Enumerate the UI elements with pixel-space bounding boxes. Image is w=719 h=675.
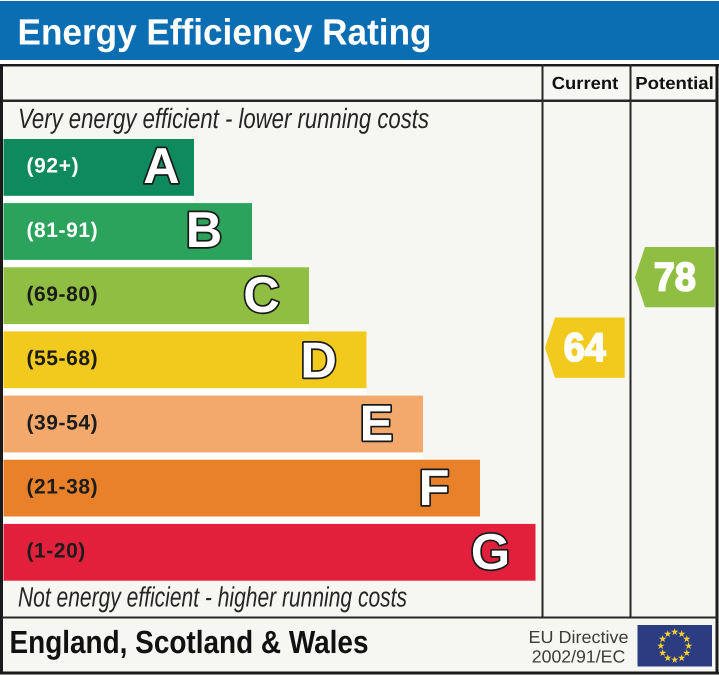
svg-text:Current: Current <box>552 73 619 93</box>
svg-text:G: G <box>471 523 510 580</box>
svg-text:78: 78 <box>654 256 696 300</box>
svg-text:(1-20): (1-20) <box>27 540 86 563</box>
svg-text:Not energy efficient - higher: Not energy efficient - higher running co… <box>18 582 407 613</box>
svg-text:F: F <box>419 459 450 516</box>
svg-text:Energy Efficiency Rating: Energy Efficiency Rating <box>18 11 432 52</box>
svg-text:Potential: Potential <box>635 73 714 93</box>
svg-text:England, Scotland & Wales: England, Scotland & Wales <box>10 624 369 660</box>
svg-text:C: C <box>243 266 279 323</box>
svg-text:64: 64 <box>564 326 607 370</box>
svg-text:(39-54): (39-54) <box>27 411 98 434</box>
svg-text:E: E <box>360 394 394 451</box>
svg-text:B: B <box>186 201 222 258</box>
svg-text:2002/91/EC: 2002/91/EC <box>532 646 626 666</box>
svg-text:(21-38): (21-38) <box>27 476 98 499</box>
svg-text:(92+): (92+) <box>27 155 79 178</box>
svg-text:D: D <box>300 331 336 388</box>
svg-text:Very energy efficient - lower: Very energy efficient - lower running co… <box>18 103 429 134</box>
svg-text:(55-68): (55-68) <box>27 347 98 370</box>
svg-text:A: A <box>143 137 179 194</box>
svg-text:(69-80): (69-80) <box>27 283 98 306</box>
svg-text:EU Directive: EU Directive <box>529 627 629 647</box>
svg-text:(81-91): (81-91) <box>27 219 98 242</box>
